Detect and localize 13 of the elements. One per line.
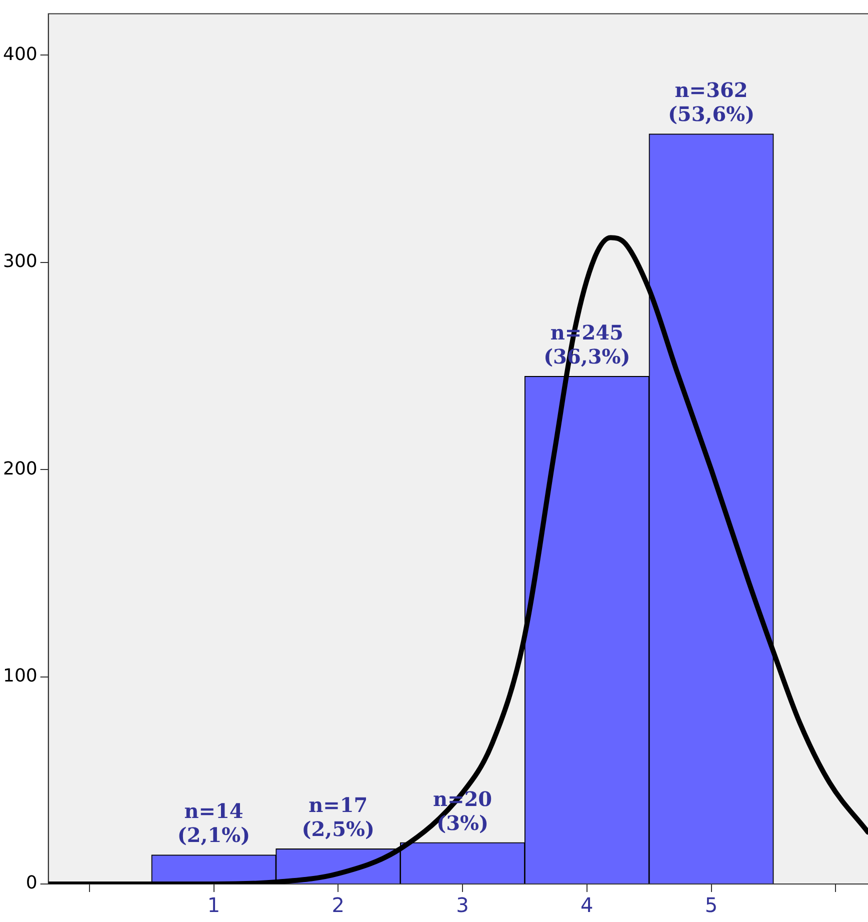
x-tick-label: 4	[580, 893, 594, 918]
y-tick-label: 0	[26, 872, 38, 894]
x-tick-label: 2	[332, 893, 345, 918]
data-label: n=17 (2,5%)	[302, 792, 375, 841]
x-tick-label: 5	[704, 893, 718, 918]
x-tick-label: 3	[456, 893, 469, 918]
y-tick-label: 300	[2, 251, 38, 272]
y-tick-label: 200	[2, 458, 38, 480]
y-tick-label: 100	[2, 665, 38, 686]
y-tick-label: 400	[2, 44, 38, 65]
x-tick-label: 1	[207, 893, 220, 918]
data-label: n=14 (2,1%)	[177, 799, 250, 848]
data-label: n=362 (53,6%)	[668, 78, 755, 126]
